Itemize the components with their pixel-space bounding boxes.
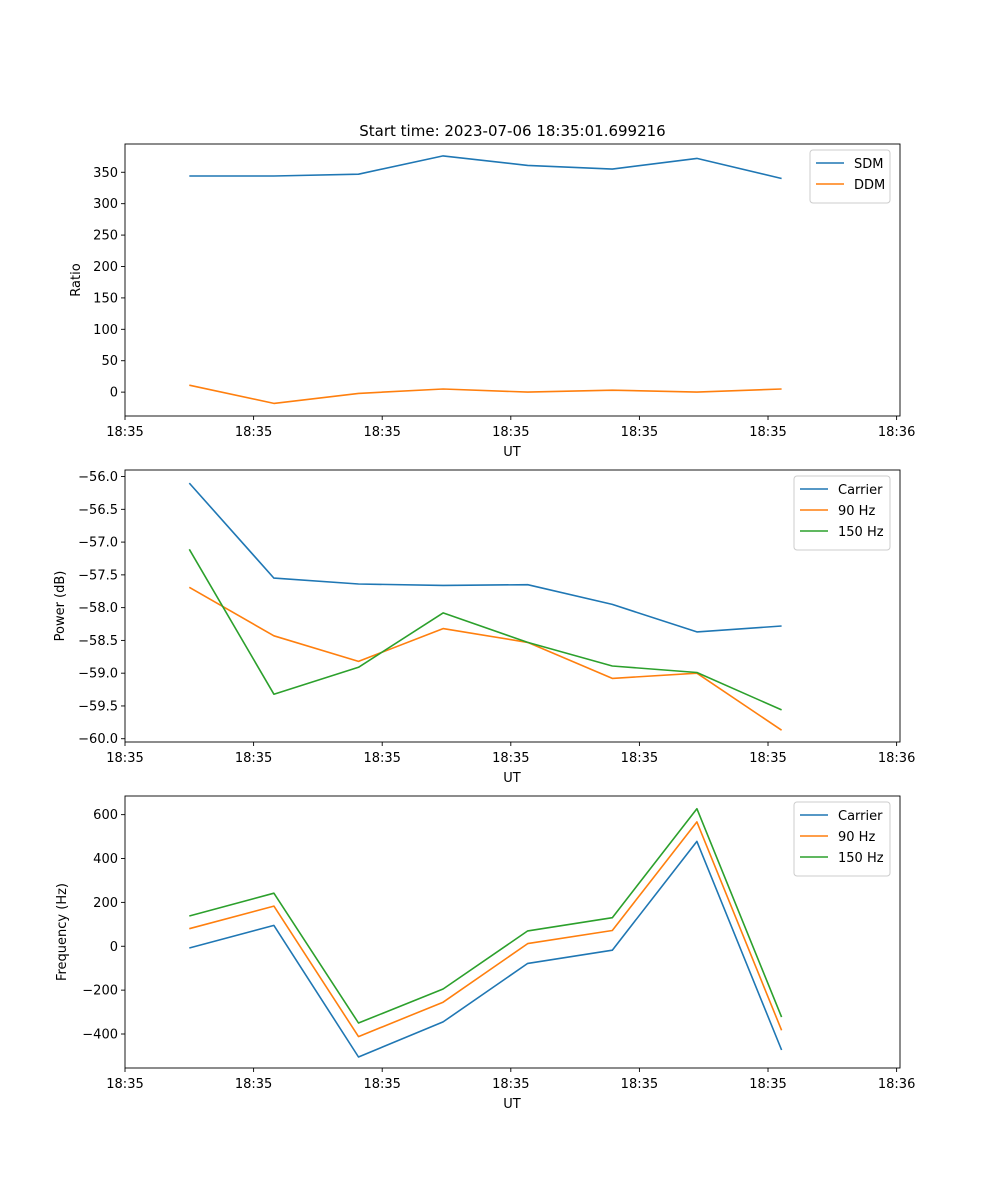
legend-label: Carrier <box>838 809 883 824</box>
x-tick-label: 18:35 <box>106 1077 143 1092</box>
y-tick-label: 250 <box>93 229 118 244</box>
x-axis-label: UT <box>503 771 521 786</box>
y-tick-label: −60.0 <box>78 732 118 747</box>
y-tick-label: −56.5 <box>78 503 118 518</box>
plot-frame <box>124 795 901 1069</box>
y-tick-label: −58.5 <box>78 634 118 649</box>
legend-label: SDM <box>854 157 883 172</box>
x-tick-label: 18:35 <box>621 425 658 440</box>
x-tick-label: 18:35 <box>235 751 272 766</box>
legend-label: 150 Hz <box>838 525 884 540</box>
x-tick-label: 18:35 <box>492 751 529 766</box>
x-tick-label: 18:35 <box>492 425 529 440</box>
series-line-ddm <box>189 384 782 405</box>
series-line-150-hz <box>189 807 783 1024</box>
x-tick-label: 18:35 <box>235 425 272 440</box>
x-tick-label: 18:35 <box>106 751 143 766</box>
chart-panel-3: 18:35 18:35 18:35 18:35 18:35 18:35 18:36 −400 −… <box>55 795 915 1112</box>
x-tick-label: 18:35 <box>749 1077 786 1092</box>
y-tick-label: 200 <box>93 260 118 275</box>
x-tick-label: 18:36 <box>878 425 915 440</box>
x-tick-label: 18:36 <box>878 751 915 766</box>
y-tick-label: 0 <box>110 386 118 401</box>
y-tick-label: −57.0 <box>78 536 118 551</box>
figure-title: Start time: 2023-07-06 18:35:01.699216 <box>359 122 665 140</box>
y-tick-label: −400 <box>82 1028 118 1043</box>
y-tick-label: 350 <box>93 166 118 181</box>
y-tick-label: 50 <box>101 354 118 369</box>
legend-label: 150 Hz <box>838 851 884 866</box>
series-line-carrier <box>189 840 783 1058</box>
plot-frame <box>124 143 901 417</box>
x-axis-label: UT <box>503 445 521 460</box>
y-axis-label: Power (dB) <box>53 571 68 642</box>
y-tick-label: 400 <box>93 852 118 867</box>
y-tick-label: −200 <box>82 984 118 999</box>
chart-legend: SDM DDM <box>809 149 891 204</box>
chart-legend: Carrier 90 Hz 150 Hz <box>793 475 891 551</box>
plot-frame <box>124 469 901 743</box>
x-tick-label: 18:35 <box>363 1077 400 1092</box>
y-axis-label: Ratio <box>69 263 84 296</box>
chart-panel-2: 18:35 18:35 18:35 18:35 18:35 18:35 18:36 −60.0… <box>53 469 915 786</box>
x-tick-label: 18:35 <box>363 751 400 766</box>
series-line-carrier <box>188 482 782 633</box>
x-tick-label: 18:35 <box>492 1077 529 1092</box>
chart-panel-1: 18:35 18:35 18:35 18:35 18:35 18:35 18:36 0 50 10… <box>69 143 915 460</box>
y-tick-label: −58.0 <box>78 601 118 616</box>
x-tick-label: 18:35 <box>621 1077 658 1092</box>
series-line-150-hz <box>188 548 782 711</box>
series-line-90-hz <box>189 821 783 1038</box>
x-tick-label: 18:35 <box>749 751 786 766</box>
x-tick-label: 18:36 <box>878 1077 915 1092</box>
legend-label: DDM <box>854 178 885 193</box>
x-tick-label: 18:35 <box>106 425 143 440</box>
legend-label: Carrier <box>838 483 883 498</box>
y-tick-label: −56.0 <box>78 470 118 485</box>
y-tick-label: 150 <box>93 291 118 306</box>
y-tick-label: −59.5 <box>78 699 118 714</box>
y-tick-label: 100 <box>93 323 118 338</box>
chart-legend: Carrier 90 Hz 150 Hz <box>793 801 891 877</box>
legend-label: 90 Hz <box>838 830 875 845</box>
x-tick-label: 18:35 <box>235 1077 272 1092</box>
y-tick-label: −57.5 <box>78 568 118 583</box>
y-axis-label: Frequency (Hz) <box>55 883 70 981</box>
x-tick-label: 18:35 <box>621 751 658 766</box>
legend-label: 90 Hz <box>838 504 875 519</box>
series-line-sdm <box>189 155 782 180</box>
y-tick-label: 0 <box>110 940 118 955</box>
y-tick-label: 600 <box>93 808 118 823</box>
x-axis-label: UT <box>503 1097 521 1112</box>
y-tick-label: 300 <box>93 197 118 212</box>
y-tick-label: 200 <box>93 896 118 911</box>
x-tick-label: 18:35 <box>749 425 786 440</box>
x-tick-label: 18:35 <box>363 425 400 440</box>
y-tick-label: −59.0 <box>78 667 118 682</box>
series-line-90-hz <box>188 586 783 731</box>
